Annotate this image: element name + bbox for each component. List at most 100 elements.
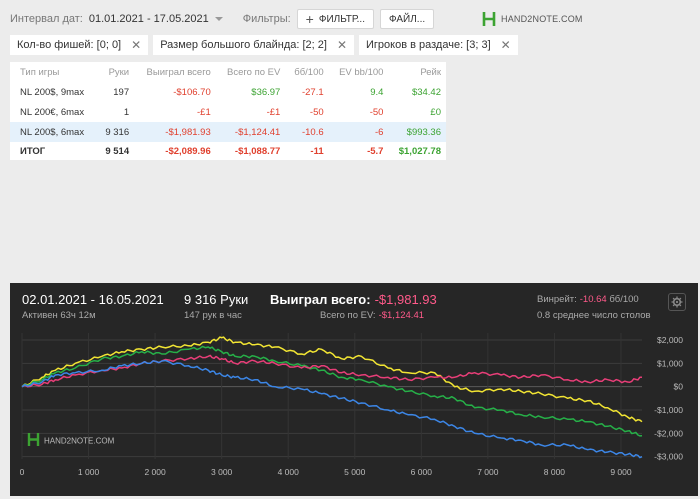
watermark-text: HAND2NOTE.COM <box>44 437 115 446</box>
cell-rake: $34.42 <box>411 86 441 98</box>
cell-won: -$1,981.93 <box>134 122 216 142</box>
cell-game-type: NL 200$, 6max <box>10 122 97 142</box>
winrate-value: -10.64 <box>579 294 607 305</box>
filter-chip-chips-count: Кол-во фишей: [0; 0] ✕ <box>10 35 149 55</box>
file-button[interactable]: ФАЙЛ... <box>379 9 435 29</box>
cell-total-ev: -$1,088.77 <box>234 145 281 157</box>
close-icon[interactable]: ✕ <box>336 38 347 52</box>
winrate-label: Винрейт: <box>537 294 577 305</box>
cell-ev-total: -£1 <box>266 106 281 118</box>
y-tick-label: -$3,000 <box>654 452 683 462</box>
won-total-label: Выиграл всего: <box>270 292 371 307</box>
period-range: 02.01.2021 - 16.05.2021 <box>22 292 164 307</box>
filter-chip-big-blind: Размер большого блайнда: [2; 2] ✕ <box>153 35 354 55</box>
x-tick-label: 3 000 <box>211 467 233 477</box>
cell-rake: $993.36 <box>388 122 446 142</box>
gear-icon <box>671 296 683 308</box>
y-tick-label: -$2,000 <box>654 428 683 438</box>
x-tick-label: 0 <box>20 467 25 477</box>
column-header[interactable]: Рейк <box>420 66 441 78</box>
cell-total-label: ИТОГ <box>20 145 46 157</box>
filters-label: Фильтры: <box>242 13 291 25</box>
cell-total-ev-bb100: -5.7 <box>367 145 384 157</box>
x-tick-label: 2 000 <box>144 467 166 477</box>
x-tick-label: 9 000 <box>610 467 632 477</box>
chart-watermark: HAND2NOTE.COM <box>27 433 115 446</box>
x-tick-label: 4 000 <box>278 467 300 477</box>
close-icon[interactable]: ✕ <box>131 38 142 52</box>
series-line <box>21 336 643 423</box>
date-range-value: 01.01.2021 - 17.05.2021 <box>88 13 209 25</box>
won-total-value: -$1,981.93 <box>374 292 437 307</box>
x-tick-label: 1 000 <box>78 467 100 477</box>
y-tick-label: $1,000 <box>657 358 683 368</box>
column-header[interactable]: Выиграл всего <box>146 66 211 78</box>
cell-won: -$106.70 <box>173 86 211 98</box>
top-toolbar: Интервал дат: 01.01.2021 - 17.05.2021 Фи… <box>10 8 690 30</box>
table-row-selected[interactable]: NL 200$, 6max 9 316 -$1,981.93 -$1,124.4… <box>10 122 446 142</box>
active-time: Активен 63ч 12м <box>22 310 96 321</box>
cell-total-won: -$2,089.96 <box>165 145 211 157</box>
table-row[interactable]: NL 200$, 9max 197 -$106.70 $36.97 -27.1 … <box>10 82 446 102</box>
ev-total-value: -$1,124.41 <box>378 310 425 321</box>
table-row[interactable]: NL 200€, 6max 1 -£1 -£1 -50 -50 £0 <box>10 102 446 122</box>
chip-label: Кол-во фишей: [0; 0] <box>17 39 122 51</box>
cell-bb100: -50 <box>309 106 324 118</box>
cell-ev-bb100: -6 <box>328 122 389 142</box>
cell-total-hands: 9 514 <box>105 145 130 157</box>
logo-icon <box>482 12 496 26</box>
watermark-logo-icon <box>27 433 40 446</box>
cell-ev-bb100: 9.4 <box>370 86 384 98</box>
cell-hands: 1 <box>123 106 130 118</box>
hands-count: 9 316 Руки <box>184 292 249 307</box>
hands-per-hour: 147 рук в час <box>184 310 242 321</box>
filter-chip-players: Игроков в раздаче: [3; 3] ✕ <box>359 35 518 55</box>
cell-game-type: NL 200€, 6max <box>20 106 85 118</box>
cell-game-type: NL 200$, 9max <box>20 86 85 98</box>
interval-label: Интервал дат: <box>10 13 83 25</box>
cell-hands: 9 316 <box>96 122 135 142</box>
filter-button-label: ФИЛЬТР... <box>318 13 365 25</box>
y-tick-label: -$1,000 <box>654 405 683 415</box>
date-range-select[interactable]: 01.01.2021 - 17.05.2021 <box>89 13 223 25</box>
column-header[interactable]: бб/100 <box>294 66 324 78</box>
table-total-row: ИТОГ 9 514 -$2,089.96 -$1,088.77 -11 -5.… <box>10 142 446 160</box>
column-header[interactable]: Руки <box>108 66 130 78</box>
column-header[interactable]: Тип игры <box>20 66 60 78</box>
chip-label: Игроков в раздаче: [3; 3] <box>366 39 491 51</box>
winrate: Винрейт: -10.64 бб/100 <box>537 294 639 305</box>
column-header[interactable]: Всего по EV <box>227 66 281 78</box>
cell-bb100: -27.1 <box>301 86 324 98</box>
cell-total-bb100: -11 <box>310 145 324 157</box>
y-tick-label: $2,000 <box>657 335 683 345</box>
chip-label: Размер большого блайнда: [2; 2] <box>160 39 327 51</box>
cell-total-rake: $1,027.78 <box>398 145 441 157</box>
y-tick-label: $0 <box>674 382 684 392</box>
brand-logo: HAND2NOTE.COM <box>482 11 583 27</box>
logo-text: HAND2NOTE.COM <box>501 14 583 24</box>
avg-tables: 0.8 среднее число столов <box>537 310 651 321</box>
chart-settings-button[interactable] <box>668 293 686 311</box>
series-line <box>21 354 643 388</box>
series-line <box>21 345 643 437</box>
table-header-row: Тип игры Руки Выиграл всего Всего по EV … <box>10 62 446 82</box>
winnings-chart: $2,000 $1,000 $0 -$1,000 -$2,000 -$3,000 0 1 0… <box>20 333 684 477</box>
series-line <box>21 359 643 459</box>
ev-total-label: Всего по EV: <box>320 310 376 321</box>
file-button-label: ФАЙЛ... <box>388 13 426 25</box>
ev-total: Всего по EV: -$1,124.41 <box>320 310 424 321</box>
filter-button[interactable]: + ФИЛЬТР... <box>296 9 374 29</box>
chevron-down-icon <box>214 17 223 21</box>
game-type-stats-table: Тип игры Руки Выиграл всего Всего по EV … <box>10 62 446 160</box>
x-tick-label: 6 000 <box>411 467 433 477</box>
cell-bb100: -10.6 <box>285 122 329 142</box>
cell-hands: 197 <box>113 86 130 98</box>
column-header[interactable]: EV bb/100 <box>339 66 384 78</box>
cell-ev-bb100: -50 <box>369 106 384 118</box>
x-tick-label: 7 000 <box>477 467 499 477</box>
results-panel: 02.01.2021 - 16.05.2021 Активен 63ч 12м … <box>10 283 698 496</box>
close-icon[interactable]: ✕ <box>500 38 511 52</box>
x-tick-label: 8 000 <box>544 467 566 477</box>
cell-rake: £0 <box>430 106 441 118</box>
cell-won: -£1 <box>197 106 211 118</box>
